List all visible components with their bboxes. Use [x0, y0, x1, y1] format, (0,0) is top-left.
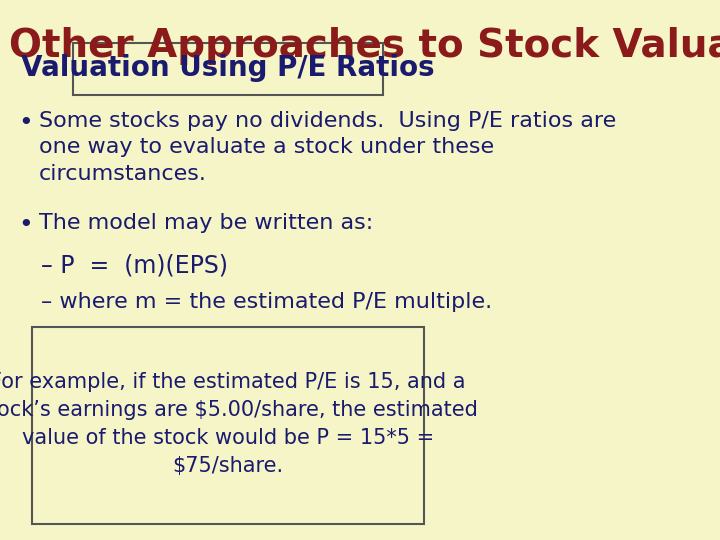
- FancyBboxPatch shape: [73, 43, 383, 94]
- Text: •: •: [18, 213, 33, 237]
- Text: – where m = the estimated P/E multiple.: – where m = the estimated P/E multiple.: [41, 292, 492, 312]
- Text: Valuation Using P/E Ratios: Valuation Using P/E Ratios: [22, 53, 435, 82]
- Text: The model may be written as:: The model may be written as:: [39, 213, 373, 233]
- Text: •: •: [18, 111, 33, 134]
- Text: For example, if the estimated P/E is 15, and a
stock’s earnings are $5.00/share,: For example, if the estimated P/E is 15,…: [0, 372, 478, 476]
- Text: Some stocks pay no dividends.  Using P/E ratios are
one way to evaluate a stock : Some stocks pay no dividends. Using P/E …: [39, 111, 616, 184]
- FancyBboxPatch shape: [32, 327, 424, 524]
- Text: Other Approaches to Stock Valuation: Other Approaches to Stock Valuation: [9, 27, 720, 65]
- Text: – P  =  (m)(EPS): – P = (m)(EPS): [41, 254, 228, 278]
